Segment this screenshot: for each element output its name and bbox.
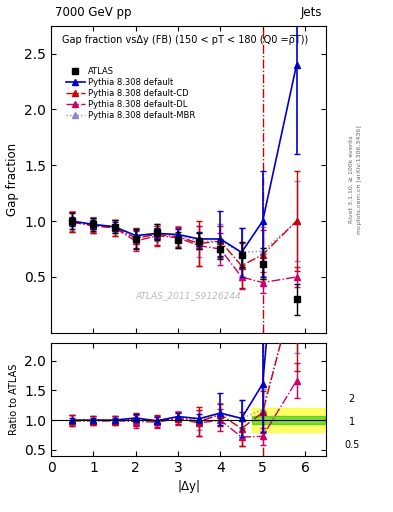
- Bar: [252, 408, 326, 432]
- Text: mcplots.cern.ch [arXiv:1306.3436]: mcplots.cern.ch [arXiv:1306.3436]: [357, 125, 362, 233]
- X-axis label: |Δy|: |Δy|: [177, 480, 200, 493]
- Text: Jets: Jets: [301, 6, 322, 19]
- Text: 2: 2: [349, 394, 355, 404]
- Text: ATLAS_2011_S9126244: ATLAS_2011_S9126244: [136, 291, 242, 301]
- Legend: ATLAS, Pythia 8.308 default, Pythia 8.308 default-CD, Pythia 8.308 default-DL, P: ATLAS, Pythia 8.308 default, Pythia 8.30…: [66, 67, 195, 120]
- Bar: [252, 416, 326, 424]
- Y-axis label: Gap fraction: Gap fraction: [6, 143, 19, 216]
- Y-axis label: Ratio to ATLAS: Ratio to ATLAS: [9, 364, 19, 435]
- Text: 0.5: 0.5: [344, 440, 360, 451]
- Text: Gap fraction vsΔy (FB) (150 < pT < 180 (Q0 =ρ̅T)): Gap fraction vsΔy (FB) (150 < pT < 180 (…: [62, 35, 309, 45]
- Text: 1: 1: [349, 417, 355, 428]
- Text: Rivet 3.1.10, ≥ 100k events: Rivet 3.1.10, ≥ 100k events: [349, 135, 354, 223]
- Text: 7000 GeV pp: 7000 GeV pp: [55, 6, 132, 19]
